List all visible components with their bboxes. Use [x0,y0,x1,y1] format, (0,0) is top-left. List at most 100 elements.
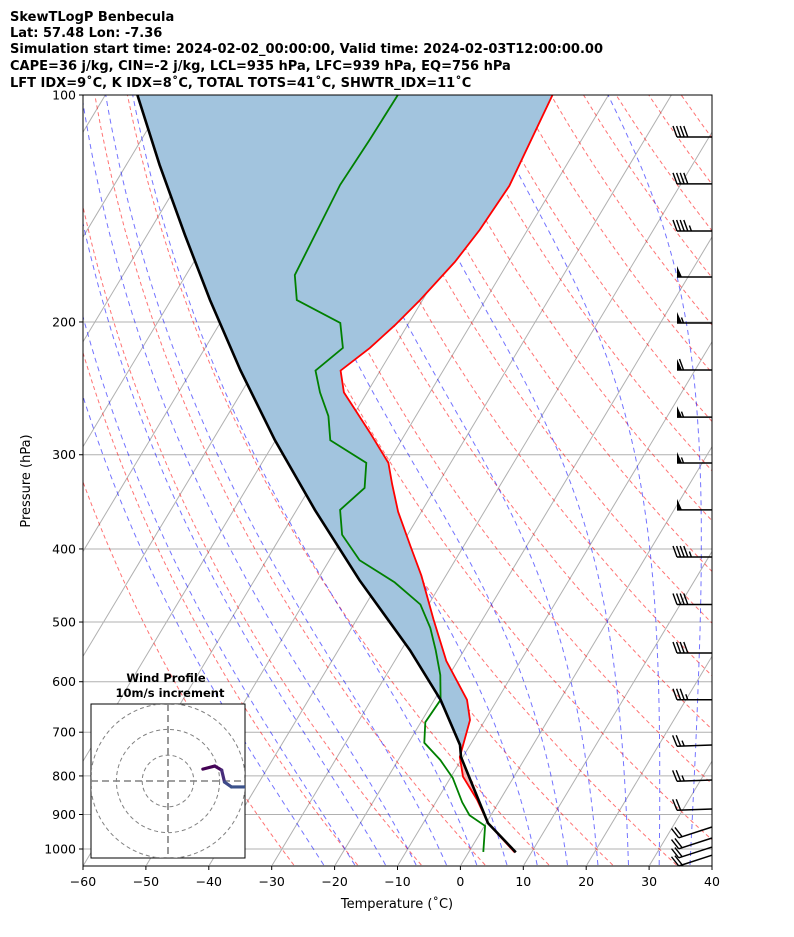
wind-barb [677,358,712,371]
wind-barb [677,498,712,511]
barb-full [672,593,678,605]
barb-full [672,172,678,185]
barb-staff [676,779,713,782]
barb-staff [676,808,713,811]
isotherm-gridline [83,95,169,238]
wind-barb [672,641,712,654]
wind-barb [677,265,712,278]
wind-barb [672,219,712,232]
dry-adiabat [83,351,358,866]
dry-adiabat [485,95,712,423]
isotherm-gridline [713,95,794,865]
moist-adiabat [132,95,478,866]
title-block: SkewTLogP Benbecula Lat: 57.48 Lon: -7.3… [10,10,603,91]
y-tick-label: 400 [52,541,76,556]
moist-adiabat [83,314,356,866]
barb-staff [678,826,713,839]
barb-full [672,125,678,138]
barb-full [679,172,685,185]
cin-area [137,95,553,757]
title-line-cape: CAPE=36 j/kg, CIN=-2 j/kg, LCL=935 hPa, … [10,59,511,74]
y-tick-label: 100 [52,88,76,103]
wind-barb [671,735,713,748]
dry-adiabat [94,95,486,866]
dry-adiabat [583,95,712,279]
dry-adiabat [550,95,712,326]
y-tick-label: 200 [52,314,76,329]
barb-full [674,855,683,866]
wind-barb [677,451,712,464]
barb-full [679,593,685,605]
wind-barb [672,688,712,701]
barb-flag [677,311,682,323]
x-tick-label: −40 [196,874,222,889]
isotherm-gridline [397,340,712,866]
barb-full [672,688,678,701]
wind-barb [677,406,712,418]
barb-full [679,641,685,654]
x-tick-label: 30 [641,874,657,889]
wind-barbs [670,125,713,867]
dry-adiabat [714,95,794,865]
dry-adiabat [83,480,295,866]
moist-adiabat [721,95,760,865]
y-tick-label: 500 [52,615,76,630]
barb-full [675,641,682,654]
barb-full [679,688,685,701]
barb-flag [677,406,682,418]
barb-half [681,775,685,782]
barb-full [674,827,683,838]
barb-full [670,848,680,859]
x-tick-label: 10 [515,874,531,889]
barb-full [683,545,689,558]
barb-full [675,172,682,185]
barb-full [678,358,685,371]
barb-full [674,838,683,849]
barb-full [683,641,689,654]
barb-full [670,856,680,867]
moist-adiabat [83,99,417,866]
parcel-line [136,95,517,854]
temperature-line [339,95,554,853]
barb-full [675,545,682,558]
x-tick-label: −10 [384,874,410,889]
hodograph-subtitle: 10m/s increment [116,686,225,700]
title-line-times: Simulation start time: 2024-02-02_00:00:… [10,42,603,57]
isotherm-gridline [586,655,712,866]
barb-full [675,735,682,747]
y-tick-label: 800 [52,768,76,783]
profile-lines [136,95,554,854]
barb-staff [678,837,713,850]
moist-adiabat [478,95,661,865]
barb-full [675,769,682,782]
x-tick-label: 20 [578,874,594,889]
barb-half [688,551,693,558]
x-tick-label: 40 [704,874,720,889]
moist-adiabat [607,95,702,866]
barb-staff [678,846,713,859]
barb-full [671,799,678,811]
barb-half [680,457,685,464]
isotherm-gridline [271,131,712,866]
isotherm-gridline [649,760,712,866]
x-tick-label: −60 [70,874,96,889]
title-line-indices: LFT IDX=9˚C, K IDX=8˚C, TOTAL TOTS=41˚C,… [10,75,471,91]
isotherm-gridline [523,550,712,866]
x-tick-label: −20 [321,874,347,889]
dry-adiabat [126,95,550,866]
hodograph-segment [220,768,227,784]
dry-adiabat [648,95,712,185]
y-tick-label: 1000 [44,842,76,857]
barb-full [679,219,685,232]
dry-adiabat [615,95,712,232]
wind-barb [677,311,712,324]
barb-full [672,545,678,558]
barb-half [685,694,689,701]
barb-half [680,411,685,418]
hodograph-segment [201,764,217,771]
dry-adiabat [322,95,712,677]
x-tick-label: −30 [259,874,285,889]
title-line-latlon: Lat: 57.48 Lon: -7.36 [10,26,162,41]
moist-adiabat [379,95,629,866]
